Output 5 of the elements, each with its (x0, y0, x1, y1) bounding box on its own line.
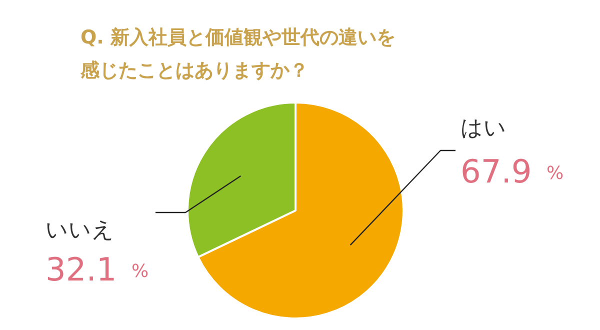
data-label: 67.9 % (460, 152, 564, 190)
data-label: 32.1 % (46, 250, 149, 288)
slice-label: いいえ (46, 218, 114, 243)
chart-title: Q. 新入社員と価値観や世代の違いを感じたことはありますか？ (80, 26, 396, 82)
slice-label: はい (460, 116, 506, 141)
